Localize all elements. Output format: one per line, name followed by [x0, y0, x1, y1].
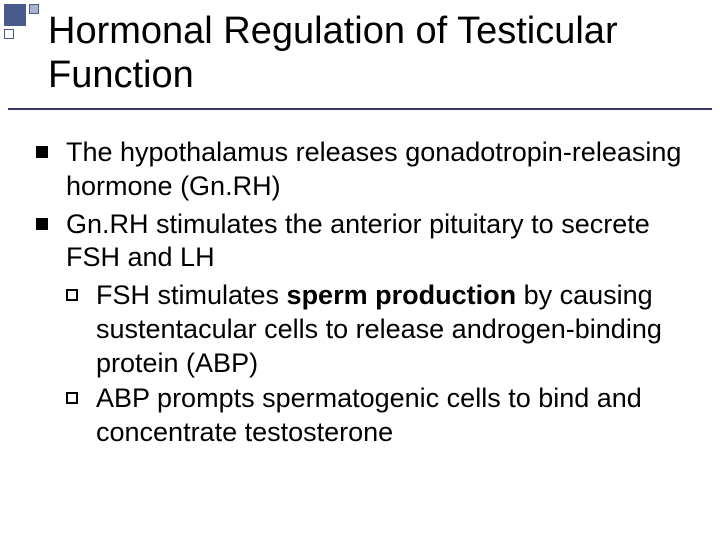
- emphasis-term: sperm production: [287, 280, 517, 310]
- slide-title: Hormonal Regulation of Testicular Functi…: [48, 10, 700, 97]
- open-square-bullet-icon: [66, 289, 78, 301]
- ornament-square-small-1: [29, 4, 39, 14]
- ornament-square-large: [4, 4, 26, 26]
- text-segment: stimulates: [150, 280, 287, 310]
- square-bullet-icon: [36, 218, 48, 230]
- lead-term: ABP: [96, 383, 150, 413]
- square-bullet-icon: [36, 146, 48, 158]
- horizontal-rule: [8, 108, 712, 110]
- body-content: The hypothalamus releases gonadotropin-r…: [36, 136, 692, 452]
- bullet-text: FSH stimulates sperm production by causi…: [96, 280, 662, 378]
- bullet-text: Gn.RH stimulates the anterior pituitary …: [66, 209, 650, 273]
- corner-ornament: [0, 0, 40, 48]
- bullet-level1: The hypothalamus releases gonadotropin-r…: [36, 136, 692, 204]
- bullet-text: The hypothalamus releases gonadotropin-r…: [66, 137, 681, 201]
- bullet-level2: ABP prompts spermatogenic cells to bind …: [66, 382, 692, 450]
- text-segment: prompts spermatogenic cells to bind and …: [96, 383, 642, 447]
- bullet-level2: FSH stimulates sperm production by causi…: [66, 279, 692, 380]
- title-block: Hormonal Regulation of Testicular Functi…: [48, 10, 700, 97]
- lead-term: FSH: [96, 280, 150, 310]
- open-square-bullet-icon: [66, 392, 78, 404]
- ornament-square-small-2: [4, 29, 14, 39]
- bullet-text: ABP prompts spermatogenic cells to bind …: [96, 383, 642, 447]
- bullet-level1: Gn.RH stimulates the anterior pituitary …: [36, 208, 692, 276]
